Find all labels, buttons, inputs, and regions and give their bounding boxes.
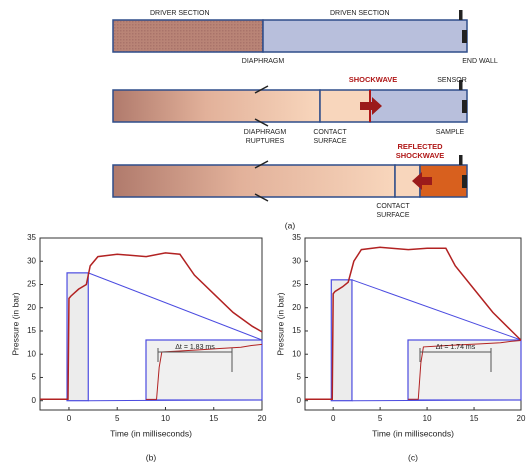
x-tick-label: 0: [331, 414, 336, 423]
zoom-connector: [351, 279, 522, 341]
tube-1: DRIVER SECTION DRIVEN SECTION DIAPHRAGM …: [112, 10, 498, 65]
caption: (a): [285, 220, 296, 230]
label: DRIVER SECTION: [150, 10, 210, 17]
x-tick-label: 5: [378, 414, 383, 423]
x-tick-label: 0: [67, 414, 72, 423]
zoom-region: [66, 272, 89, 402]
tube-3: REFLECTED SHOCKWAVE CONTACT SURFACE (a): [112, 142, 468, 230]
inset-trace: [146, 343, 263, 400]
pressure-trace: [40, 252, 263, 401]
y-tick-label: 10: [27, 349, 36, 358]
zoom-connector: [88, 399, 263, 402]
x-tick-label: 15: [470, 414, 479, 423]
y-tick-label: 25: [27, 280, 36, 289]
label: SURFACE: [376, 212, 409, 219]
x-axis-label: Time (in milliseconds): [372, 428, 454, 438]
label: SURFACE: [313, 138, 346, 145]
zoom-connector: [351, 399, 522, 402]
x-tick-label: 20: [517, 414, 526, 423]
label: CONTACT: [313, 129, 347, 136]
y-tick-label: 0: [297, 396, 302, 405]
label: END WALL: [462, 58, 498, 65]
x-tick-label: 10: [423, 414, 432, 423]
x-axis-label: Time (in milliseconds): [110, 428, 192, 438]
x-tick-label: 10: [161, 414, 170, 423]
label: SHOCKWAVE: [396, 151, 445, 160]
label: DIAPHRAGM: [244, 129, 287, 136]
inset-frame: [407, 339, 522, 401]
y-axis-label: Pressure (in bar): [275, 292, 285, 355]
label: DRIVEN SECTION: [330, 10, 390, 17]
inset-frame: [145, 339, 263, 401]
y-tick-label: 15: [292, 326, 301, 335]
caption: (b): [146, 452, 157, 462]
y-axis-label: Pressure (in bar): [10, 292, 20, 355]
y-tick-label: 15: [27, 326, 36, 335]
label: SENSOR: [437, 77, 467, 84]
dt-annotation: Δt = 1.83 ms: [175, 344, 215, 351]
x-tick-label: 20: [258, 414, 267, 423]
label: DIAPHRAGM: [242, 58, 285, 65]
y-tick-label: 20: [27, 303, 36, 312]
tube-2: SHOCKWAVE SENSOR DIAPHRAGM RUPTURES CONT…: [112, 75, 468, 145]
plot-frame: [39, 237, 263, 411]
caption: (c): [408, 452, 418, 462]
y-tick-label: 10: [292, 349, 301, 358]
x-tick-label: 15: [209, 414, 218, 423]
dt-annotation: Δt = 1.74 ms: [436, 344, 476, 351]
plot-frame: [304, 237, 522, 411]
pressure-trace: [305, 246, 522, 401]
label: CONTACT: [376, 203, 410, 210]
y-tick-label: 35: [292, 233, 301, 242]
label: SHOCKWAVE: [349, 75, 398, 84]
inset-trace: [408, 339, 522, 400]
y-tick-label: 30: [292, 256, 301, 265]
y-tick-label: 5: [32, 373, 37, 382]
y-tick-label: 35: [27, 233, 36, 242]
label: RUPTURES: [246, 138, 285, 145]
label: REFLECTED: [398, 142, 444, 151]
zoom-region: [330, 279, 353, 402]
zoom-connector: [88, 272, 263, 341]
x-tick-label: 5: [115, 414, 120, 423]
y-tick-label: 20: [292, 303, 301, 312]
y-tick-label: 25: [292, 280, 301, 289]
label: SAMPLE: [436, 129, 465, 136]
y-tick-label: 30: [27, 256, 36, 265]
y-tick-label: 0: [32, 396, 37, 405]
y-tick-label: 5: [297, 373, 302, 382]
